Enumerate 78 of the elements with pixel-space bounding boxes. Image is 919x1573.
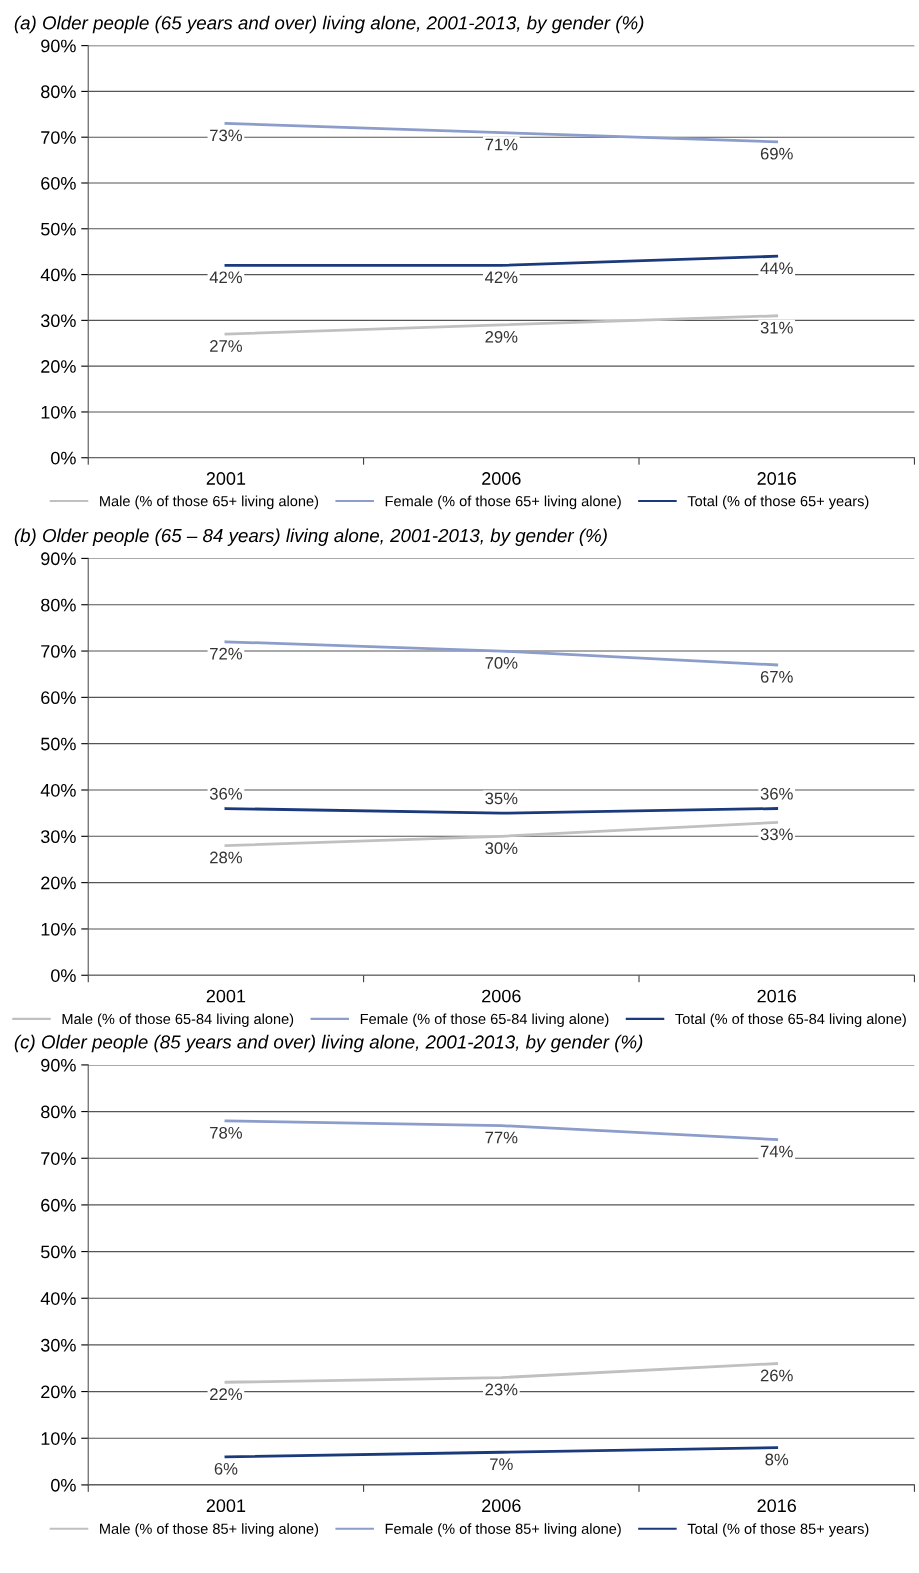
legend-label: Male (% of those 65-84 living alone) [62,1013,294,1027]
y-tick-label: 30% [40,1338,76,1352]
y-tick-label: 60% [41,691,76,705]
legend-label: Male (% of those 65+ living alone) [100,495,319,510]
legend-label: Male (% of those 85+ living alone) [100,1523,319,1537]
data-label: 36% [760,787,793,800]
data-label: 44% [760,262,793,274]
data-label: 26% [760,1369,793,1382]
chart-title: (b) Older people (65 – 84 years) living alone, 2001-2013, by gender (%) [14,528,607,546]
data-label: 71% [485,138,518,151]
y-tick-label: 40% [40,783,76,797]
y-tick-label: 60% [41,176,76,190]
x-tick-label: 2016 [757,1499,796,1513]
x-tick-label: 2001 [206,472,246,485]
x-tick-label: 2006 [482,472,521,485]
y-tick-label: 40% [40,268,76,282]
y-tick-label: 0% [51,451,76,465]
legend-label: Female (% of those 65+ living alone) [385,495,621,510]
data-label: 31% [760,321,793,334]
data-label: 73% [210,129,243,142]
data-label: 77% [485,1131,518,1144]
y-tick-label: 0% [51,969,76,982]
data-label: 27% [210,340,243,352]
data-label: 30% [485,842,518,855]
y-tick-label: 10% [41,1432,76,1445]
data-label: 36% [209,787,243,800]
data-label: 42% [209,271,243,284]
data-label: 42% [485,271,518,284]
y-tick-label: 20% [41,1385,76,1399]
data-label: 28% [210,851,243,864]
legend-label: Total (% of those 65+ years) [687,495,869,510]
y-tick-label: 30% [40,314,76,328]
y-tick-label: 50% [41,1245,76,1259]
x-tick-label: 2016 [757,989,796,1003]
y-tick-label: 50% [41,222,76,236]
x-tick-label: 2006 [482,1499,521,1513]
y-tick-label: 0% [51,1478,76,1492]
legend-label: Female (% of those 65-84 living alone) [360,1013,609,1027]
data-label: 70% [485,657,518,669]
y-tick-label: 70% [41,644,76,658]
data-label: 29% [485,330,518,343]
y-tick-label: 20% [41,360,76,373]
x-tick-label: 2001 [206,989,246,1003]
chart-title: (c) Older people (85 years and over) living alone, 2001-2013, by gender (%) [14,1034,643,1053]
data-label: 35% [485,792,518,805]
x-tick-label: 2016 [757,472,796,485]
y-tick-label: 20% [41,876,76,890]
y-tick-label: 30% [40,830,76,844]
y-tick-label: 90% [41,1058,76,1072]
legend-label: Female (% of those 85+ living alone) [385,1523,621,1537]
data-label: 33% [760,828,793,841]
y-tick-label: 70% [41,1152,76,1165]
data-label: 8% [765,1453,789,1466]
y-tick-label: 70% [41,131,76,144]
y-tick-label: 10% [41,405,76,419]
data-label: 78% [210,1126,243,1139]
chart-title: (a) Older people (65 years and over) living alone, 2001-2013, by gender (%) [14,15,644,34]
y-tick-label: 50% [41,737,76,751]
y-tick-label: 60% [41,1198,76,1212]
y-tick-label: 80% [41,598,76,612]
legend-label: Total (% of those 65-84 living alone) [675,1013,906,1027]
y-tick-label: 90% [41,552,76,566]
data-label: 69% [760,147,793,160]
data-label: 22% [210,1388,243,1400]
x-tick-label: 2006 [482,989,521,1003]
data-label: 6% [214,1462,238,1475]
x-tick-label: 2001 [206,1499,246,1513]
y-tick-label: 80% [41,85,76,99]
data-label: 74% [760,1145,793,1158]
y-tick-label: 80% [41,1105,76,1119]
data-label: 7% [490,1458,513,1470]
legend-label: Total (% of those 85+ years) [687,1523,869,1537]
y-tick-label: 90% [41,39,76,53]
y-tick-label: 40% [40,1292,76,1305]
data-label: 72% [210,647,243,660]
data-label: 23% [485,1383,518,1396]
data-label: 67% [760,670,793,683]
y-tick-label: 10% [41,922,76,936]
